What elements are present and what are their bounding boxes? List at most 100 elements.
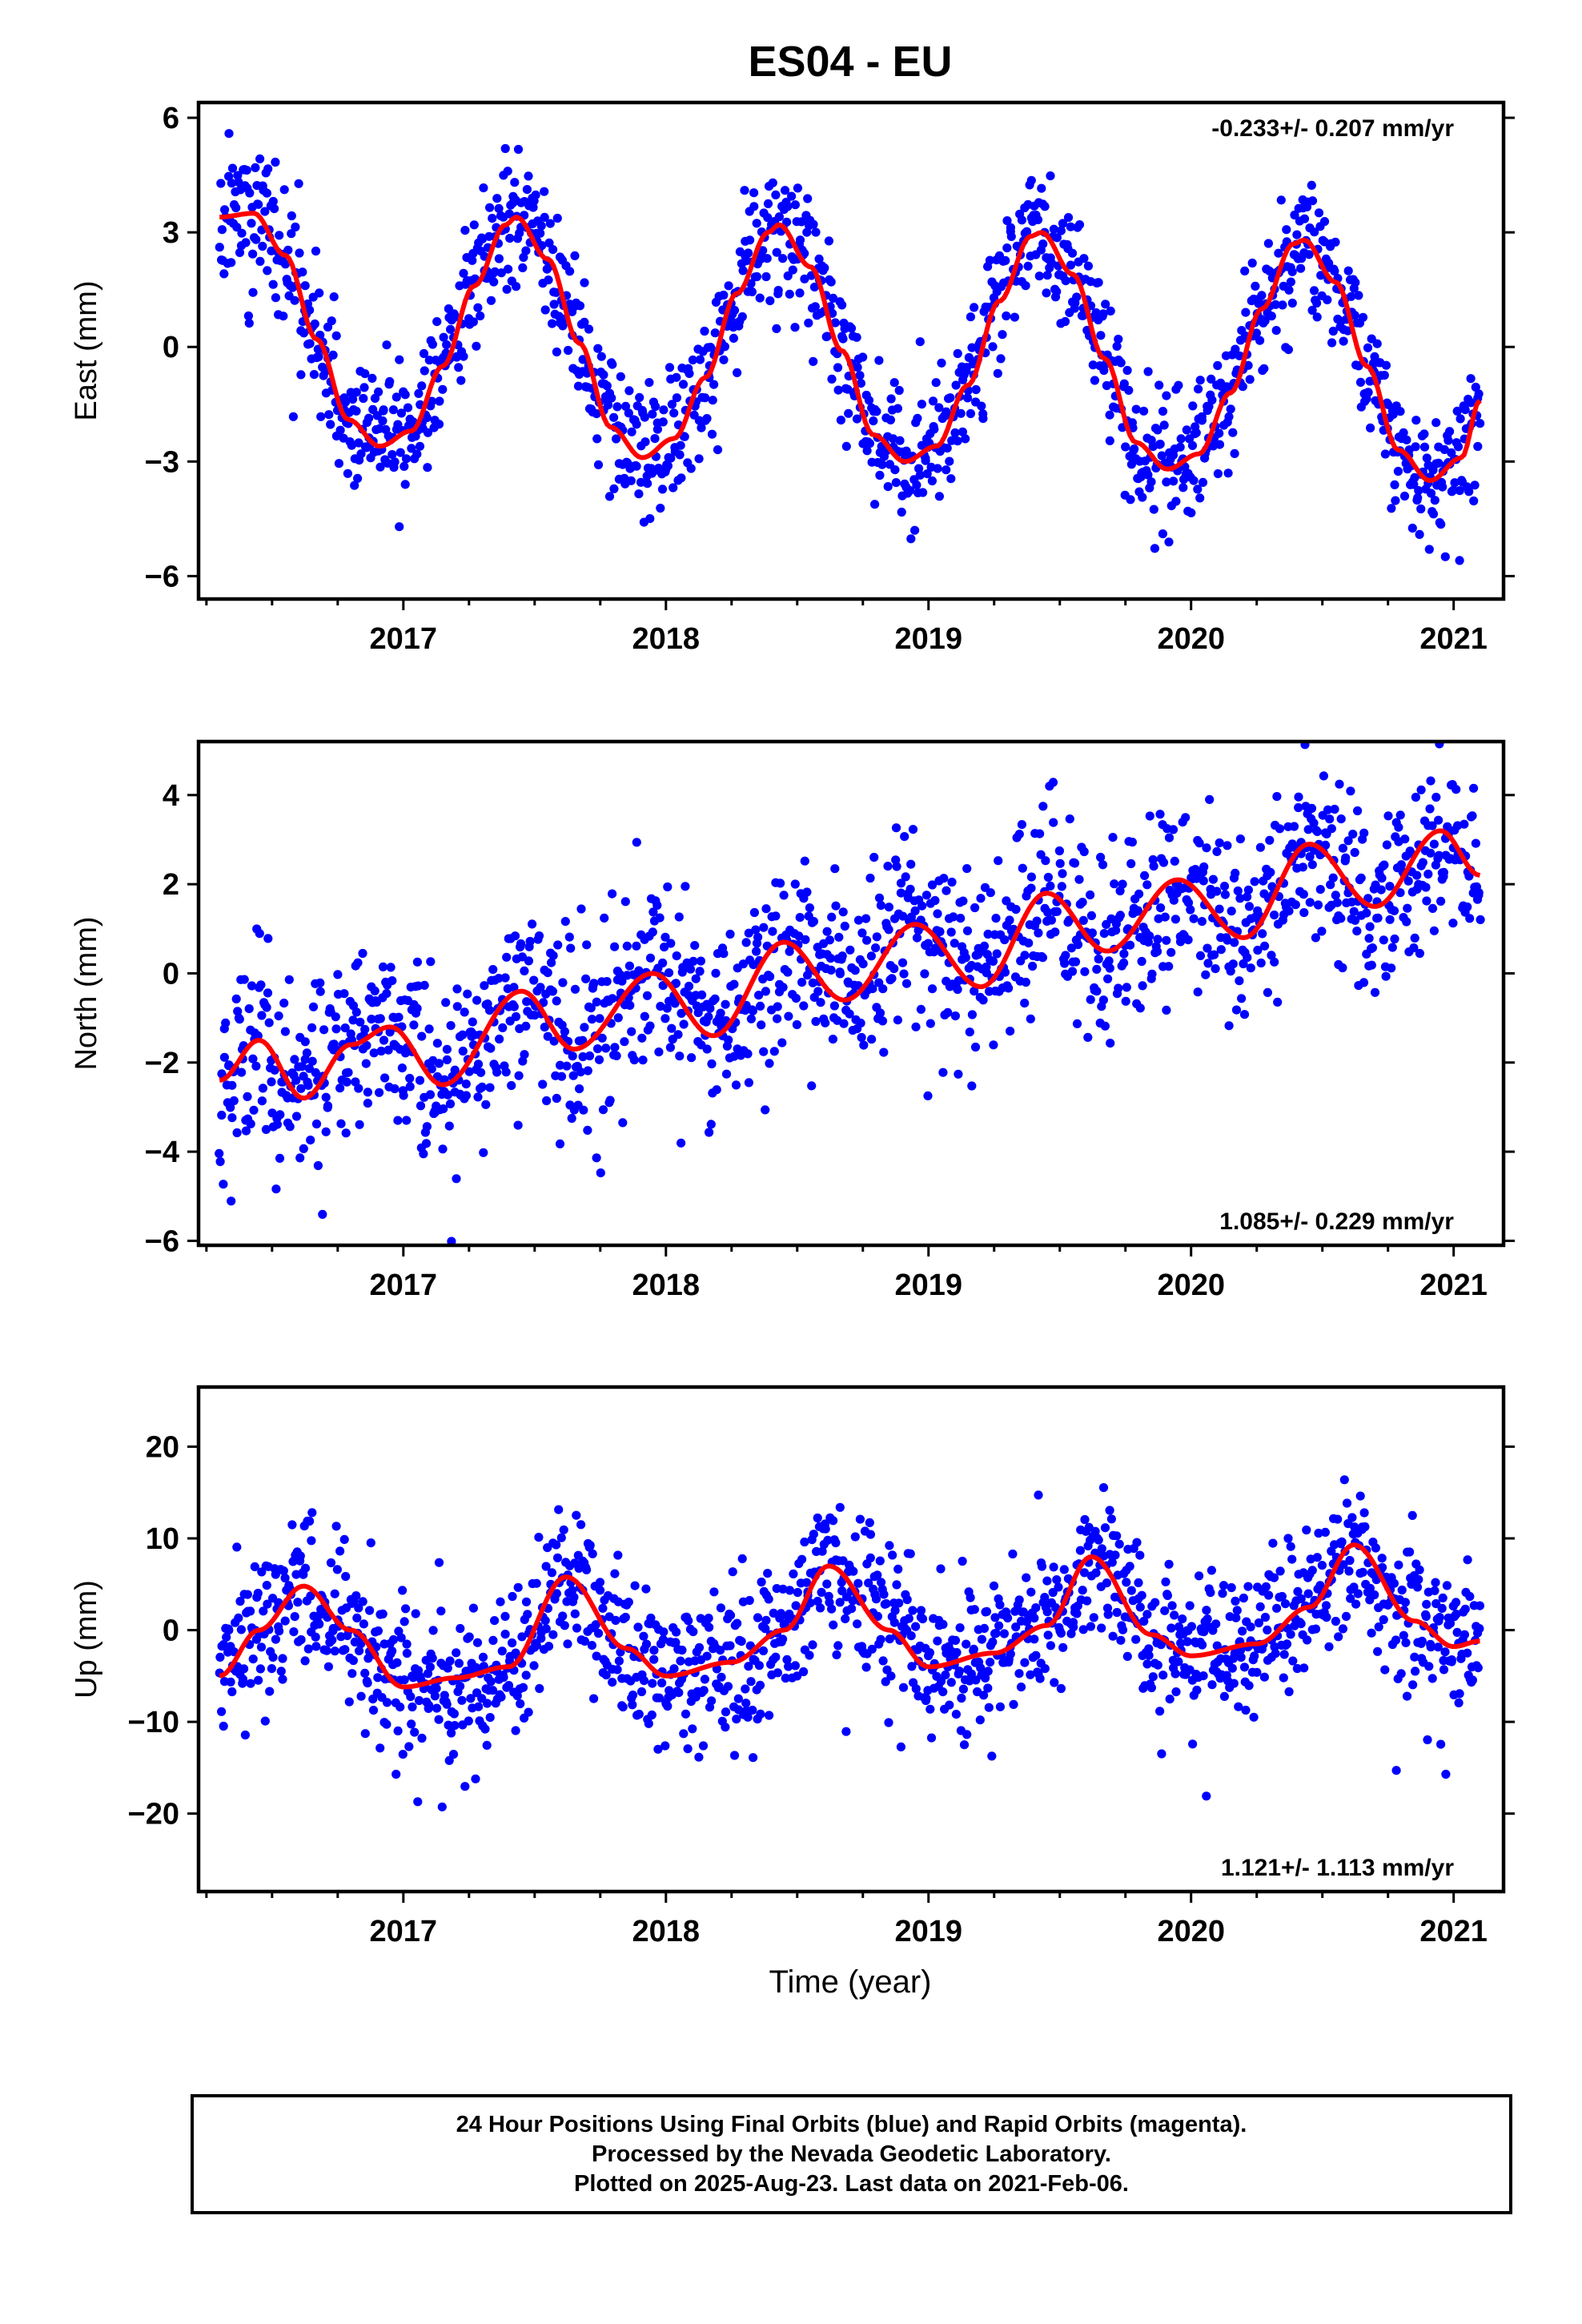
data-point (445, 1099, 456, 1108)
data-point (596, 1168, 605, 1178)
data-point (950, 1011, 960, 1021)
data-point (270, 1065, 279, 1075)
east-y-tick-label: 0 (163, 331, 179, 364)
data-point (910, 525, 920, 535)
data-point (248, 287, 258, 297)
data-point (306, 1591, 315, 1601)
data-point (1050, 1602, 1061, 1613)
data-point (1169, 895, 1178, 905)
data-point (333, 970, 343, 979)
data-point (500, 1611, 510, 1621)
data-point (522, 997, 532, 1007)
data-point (991, 1628, 1001, 1638)
data-point (251, 235, 261, 244)
data-point (858, 959, 868, 969)
data-point (596, 352, 606, 361)
data-point (568, 1071, 578, 1080)
data-point (1342, 1498, 1352, 1508)
data-point (1122, 1651, 1132, 1661)
data-point (663, 882, 673, 892)
data-point (517, 1632, 527, 1642)
data-point (227, 1196, 236, 1206)
data-point (953, 984, 962, 995)
data-point (1073, 939, 1083, 950)
data-point (594, 1055, 604, 1064)
data-point (712, 1085, 721, 1095)
data-point (858, 352, 868, 362)
data-point (1395, 407, 1405, 416)
data-point (521, 1597, 532, 1606)
data-point (1452, 785, 1461, 794)
data-point (891, 823, 901, 833)
data-point (917, 400, 926, 409)
data-point (930, 424, 939, 434)
data-point (343, 468, 352, 478)
data-point (1074, 875, 1084, 884)
data-point (529, 975, 539, 985)
data-point (1415, 529, 1424, 540)
data-point (552, 1093, 561, 1104)
data-point (391, 392, 401, 402)
data-point (298, 267, 307, 277)
data-point (390, 457, 400, 467)
data-point (517, 952, 528, 962)
data-point (761, 1105, 770, 1115)
data-point (790, 879, 800, 889)
data-point (466, 1694, 476, 1703)
data-point (996, 354, 1006, 364)
data-point (869, 416, 878, 426)
data-point (611, 1615, 620, 1625)
data-point (1127, 838, 1137, 847)
data-point (1166, 947, 1176, 957)
data-point (669, 408, 679, 418)
data-point (1274, 248, 1283, 258)
data-point (318, 1209, 327, 1219)
data-point (867, 1644, 877, 1654)
data-point (1206, 1588, 1215, 1598)
data-point (508, 1591, 517, 1602)
data-point (432, 1039, 443, 1048)
data-point (400, 390, 410, 400)
data-point (1328, 326, 1338, 336)
data-point (472, 1638, 483, 1647)
data-point (220, 205, 230, 215)
data-point (428, 1626, 438, 1635)
data-point (1188, 1739, 1198, 1749)
data-point (658, 1634, 669, 1644)
data-point (1355, 1491, 1365, 1501)
data-point (566, 943, 576, 953)
data-point (1161, 1577, 1170, 1586)
data-point (263, 266, 272, 275)
data-point (1317, 1561, 1327, 1570)
data-point (755, 293, 765, 303)
data-point (328, 350, 338, 360)
data-point (763, 1569, 773, 1578)
data-point (1006, 231, 1016, 241)
data-point (809, 917, 819, 927)
data-point (570, 1609, 580, 1618)
data-point (1244, 1681, 1254, 1691)
data-point (434, 1059, 444, 1068)
data-point (1160, 912, 1170, 922)
data-point (744, 1662, 753, 1671)
data-point (954, 1667, 964, 1676)
data-point (620, 401, 631, 411)
data-point (437, 1802, 447, 1811)
data-point (970, 1042, 981, 1052)
data-point (331, 331, 341, 340)
data-point (1121, 996, 1130, 1006)
data-point (398, 1586, 408, 1595)
data-point (1258, 929, 1267, 939)
data-point (448, 1750, 459, 1759)
data-point (778, 1584, 788, 1594)
data-point (1133, 906, 1142, 915)
data-point (1321, 1601, 1331, 1610)
data-point (452, 984, 462, 994)
data-point (425, 1663, 436, 1672)
data-point (942, 886, 951, 895)
data-point (511, 1726, 520, 1735)
data-point (280, 259, 291, 269)
data-point (1363, 343, 1373, 352)
data-point (575, 1084, 584, 1094)
data-point (1454, 1698, 1464, 1707)
